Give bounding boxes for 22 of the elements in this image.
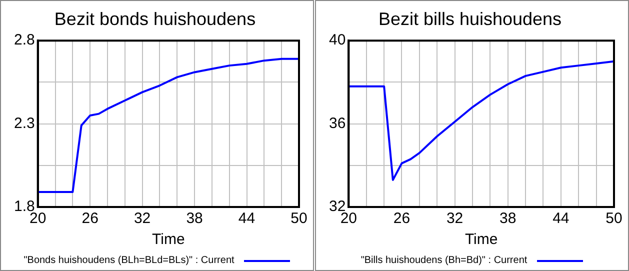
y-tick-label: 2.8 [14, 32, 35, 49]
legend-label: "Bills huishoudens (Bh=Bd)" : Current [360, 255, 528, 266]
x-axis-title: Time [152, 231, 185, 248]
x-tick-label: 44 [238, 210, 256, 228]
chart-title: Bezit bonds huishoudens [54, 8, 256, 29]
x-tick-label: 50 [290, 210, 308, 228]
legend-label: "Bonds huishoudens (BLh=BLd=BLs)" : Current [24, 255, 234, 266]
x-tick-label: 38 [500, 210, 516, 228]
y-tick-label: 36 [328, 114, 346, 132]
x-tick-label: 26 [82, 210, 98, 228]
x-tick-label: 20 [30, 210, 46, 228]
y-tick-label: 40 [328, 32, 346, 49]
x-tick-label: 44 [552, 210, 570, 228]
y-tick-label: 2.3 [14, 114, 35, 132]
x-axis-title: Time [464, 231, 498, 248]
x-tick-label: 50 [606, 210, 622, 228]
x-tick-label: 32 [134, 210, 151, 228]
x-tick-label: 20 [340, 210, 358, 228]
chart-title: Bezit bills huishoudens [378, 8, 562, 29]
x-tick-label: 26 [393, 210, 410, 228]
x-tick-label: 38 [186, 210, 203, 228]
x-tick-label: 32 [446, 210, 464, 228]
